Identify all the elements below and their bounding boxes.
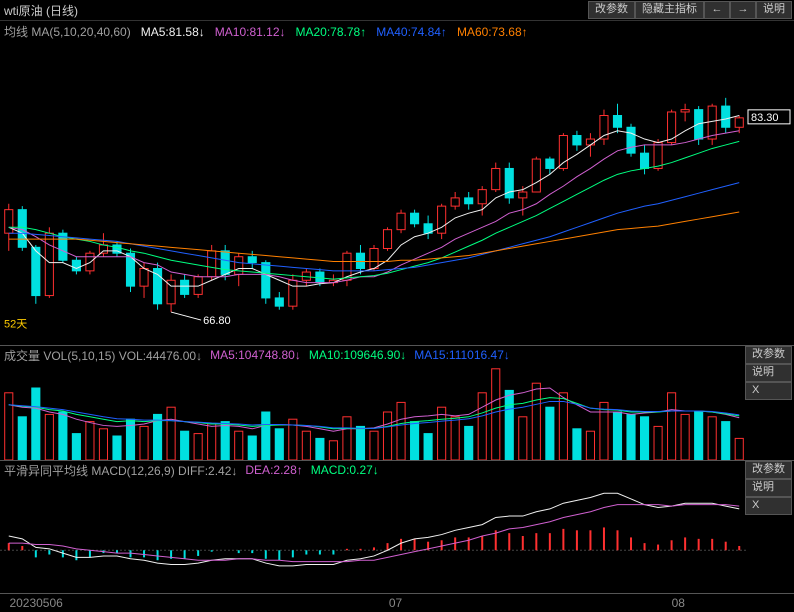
header-btn-1[interactable]: 隐藏主指标 bbox=[635, 1, 704, 19]
macd-chart[interactable] bbox=[0, 479, 794, 594]
main-chart[interactable]: 83.30 66.80 52天 bbox=[0, 39, 794, 346]
main-header: wti原油 (日线) 改参数隐藏主指标←→说明 bbox=[0, 0, 794, 21]
chart-title: wti原油 (日线) bbox=[4, 2, 78, 19]
vol-header: 成交量 VOL(5,10,15) VOL:44476.00↓ MA5:10474… bbox=[0, 346, 794, 364]
header-btn-2[interactable]: ← bbox=[704, 1, 730, 19]
header-buttons: 改参数隐藏主指标←→说明 bbox=[588, 1, 792, 19]
x-axis: 202305060708 bbox=[0, 594, 794, 612]
svg-text:83.30: 83.30 bbox=[751, 112, 779, 124]
header-btn-4[interactable]: 说明 bbox=[756, 1, 792, 19]
macd-btn-0[interactable]: 改参数 bbox=[745, 461, 792, 479]
svg-text:52天: 52天 bbox=[4, 318, 27, 330]
volume-chart[interactable] bbox=[0, 364, 794, 461]
header-btn-0[interactable]: 改参数 bbox=[588, 1, 635, 19]
svg-text:66.80: 66.80 bbox=[203, 315, 231, 327]
macd-header: 平滑异同平均线 MACD(12,26,9) DIFF:2.42↓ DEA:2.2… bbox=[0, 461, 794, 479]
header-btn-3[interactable]: → bbox=[730, 1, 756, 19]
ma-labels: 均线 MA(5,10,20,40,60)MA5:81.58↓MA10:81.12… bbox=[0, 21, 794, 39]
vol-btn-0[interactable]: 改参数 bbox=[745, 346, 792, 364]
